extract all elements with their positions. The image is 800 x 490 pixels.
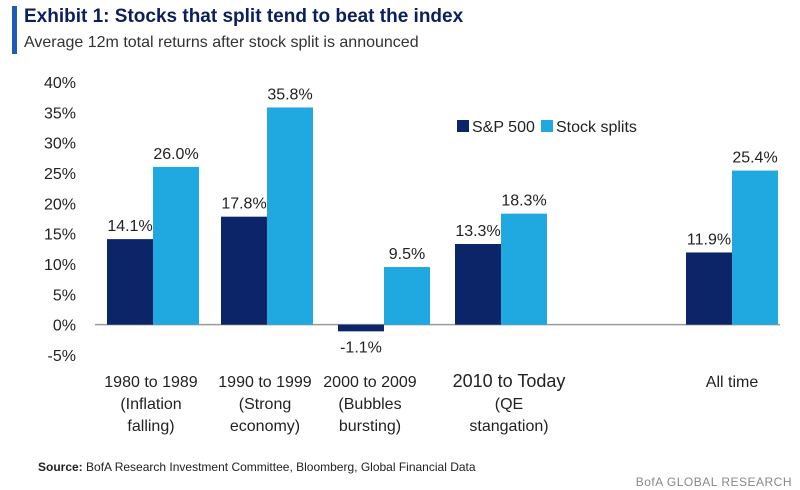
legend: S&P 500 Stock splits bbox=[457, 119, 637, 136]
legend-swatch-sp500 bbox=[457, 120, 469, 132]
bar-stock-splits bbox=[153, 166, 199, 325]
bars-group bbox=[107, 107, 778, 332]
y-tick-label: 10% bbox=[44, 257, 76, 274]
category-label: 2000 to 2009 bbox=[323, 374, 417, 391]
legend-label: S&P 500 bbox=[472, 119, 535, 136]
category-label: 1990 to 1999 bbox=[218, 374, 312, 391]
y-tick-label: -5% bbox=[48, 348, 76, 365]
category-label: 1980 to 1989 bbox=[104, 374, 198, 391]
data-label: 25.4% bbox=[732, 150, 777, 167]
category-label: 2010 to Today bbox=[453, 371, 566, 391]
y-tick-label: 35% bbox=[44, 105, 76, 122]
y-tick-label: 40% bbox=[44, 75, 76, 92]
category-label: (Inflation bbox=[120, 396, 181, 413]
legend-label: Stock splits bbox=[556, 119, 637, 136]
bar-stock-splits bbox=[501, 213, 547, 325]
y-tick-label: 15% bbox=[44, 227, 76, 244]
brand-watermark: BofA GLOBAL RESEARCH bbox=[635, 475, 792, 489]
legend-swatch-stock-splits bbox=[541, 120, 553, 132]
bar-sp500 bbox=[686, 252, 732, 325]
y-tick-label: 25% bbox=[44, 166, 76, 183]
category-label: (Bubbles bbox=[338, 396, 401, 413]
category-label: stangation) bbox=[469, 418, 548, 435]
bar-stock-splits bbox=[384, 267, 430, 325]
y-tick-label: 5% bbox=[53, 287, 76, 304]
data-label: 11.9% bbox=[687, 231, 731, 248]
data-label: 26.0% bbox=[153, 146, 198, 163]
data-label: 9.5% bbox=[389, 246, 425, 263]
bar-sp500 bbox=[338, 324, 384, 332]
data-label: 17.8% bbox=[221, 196, 266, 213]
source-label: Source: bbox=[38, 460, 83, 474]
category-label: bursting) bbox=[339, 418, 401, 435]
category-label: economy) bbox=[230, 418, 300, 435]
y-tick-label: 30% bbox=[44, 136, 76, 153]
chart-subtitle: Average 12m total returns after stock sp… bbox=[24, 34, 419, 51]
data-labels-group: 14.1% 17.8% -1.1% 13.3% 11.9% 26.0% 35.8% 9.5% 1… bbox=[107, 86, 777, 356]
category-labels-group: 1980 to 1989 (Inflation falling) 1990 to 19… bbox=[104, 371, 758, 435]
category-label: All time bbox=[706, 374, 759, 391]
bar-sp500 bbox=[455, 243, 501, 325]
data-label: 14.1% bbox=[107, 218, 152, 235]
source-note: Source: BofA Research Investment Committ… bbox=[38, 460, 476, 474]
bar-sp500 bbox=[221, 216, 267, 325]
bar-stock-splits bbox=[732, 170, 778, 325]
y-axis: 40% 35% 30% 25% 20% 15% 10% 5% 0% -5% bbox=[44, 75, 76, 365]
y-tick-label: 0% bbox=[53, 318, 76, 335]
chart-title: Exhibit 1: Stocks that split tend to bea… bbox=[24, 6, 464, 27]
y-tick-label: 20% bbox=[44, 196, 76, 213]
data-label: 13.3% bbox=[455, 223, 500, 240]
data-label: -1.1% bbox=[340, 340, 382, 357]
category-label: (Strong bbox=[239, 396, 291, 413]
bar-stock-splits bbox=[267, 107, 313, 325]
bar-sp500 bbox=[107, 239, 153, 325]
source-text: BofA Research Investment Committee, Bloo… bbox=[86, 460, 476, 474]
category-label: falling) bbox=[127, 418, 174, 435]
category-label: (QE bbox=[495, 396, 523, 413]
data-label: 35.8% bbox=[267, 86, 312, 103]
data-label: 18.3% bbox=[501, 193, 546, 210]
title-accent-bar bbox=[12, 6, 17, 54]
